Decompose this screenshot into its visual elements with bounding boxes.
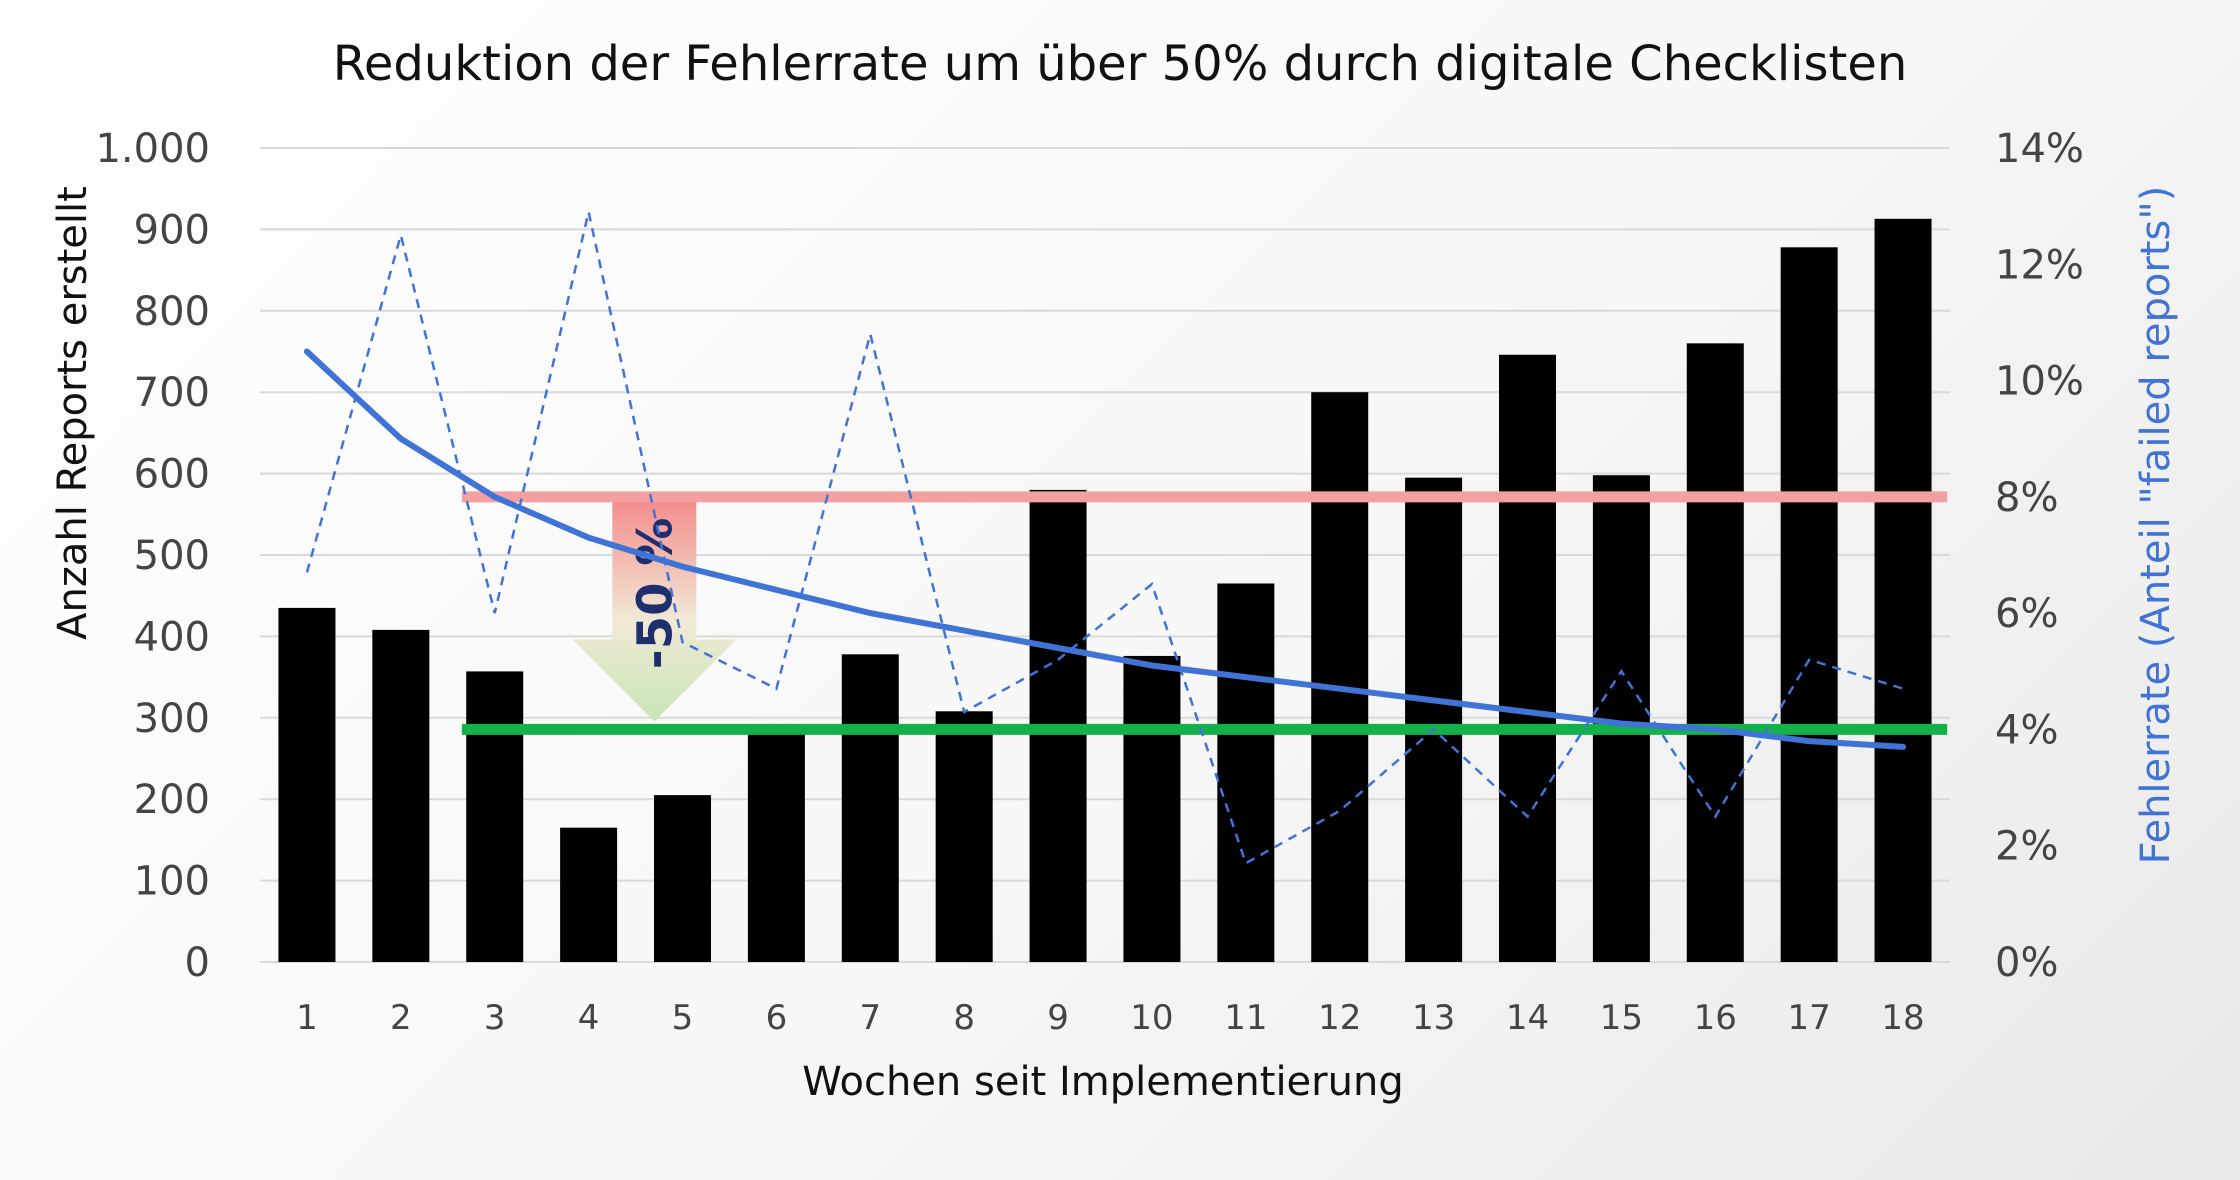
- bar: [935, 711, 993, 962]
- y-tick-label-left: 0: [185, 940, 210, 986]
- x-tick-label: 15: [1600, 998, 1643, 1038]
- x-tick-label: 1: [296, 998, 318, 1038]
- bars: [278, 218, 1932, 963]
- x-tick-label: 13: [1412, 998, 1455, 1038]
- trend-line: [303, 348, 1907, 750]
- gridlines: [260, 147, 1950, 963]
- y-tick-label-left: 900: [134, 207, 210, 253]
- bar: [560, 827, 618, 962]
- y-tick-label-left: 700: [134, 370, 210, 416]
- x-tick-label: 4: [578, 998, 600, 1038]
- x-tick-label: 5: [672, 998, 694, 1038]
- bar: [1780, 247, 1838, 963]
- x-tick-label: 8: [953, 998, 975, 1038]
- y-axis-title-left: Anzahl Reports erstellt: [50, 186, 96, 640]
- bar: [1217, 583, 1275, 962]
- bar: [1405, 477, 1463, 962]
- x-tick-label: 11: [1224, 998, 1267, 1038]
- bar: [466, 671, 524, 962]
- arrow-shape: [572, 496, 737, 722]
- x-tick-label: 18: [1881, 998, 1924, 1038]
- bar: [1311, 392, 1369, 962]
- bar: [654, 795, 711, 962]
- y-tick-label-left: 500: [134, 533, 210, 579]
- y-tick-label-left: 600: [134, 452, 210, 498]
- x-tick-label: 3: [484, 998, 506, 1038]
- chart-title: Reduktion der Fehlerrate um über 50% dur…: [333, 36, 1908, 92]
- bar: [1874, 218, 1932, 962]
- y-tick-label-left: 1.000: [95, 126, 210, 172]
- reduction-arrow: -50 %: [572, 496, 737, 722]
- series-line-dashed: [305, 211, 1904, 866]
- bar: [1499, 354, 1556, 963]
- y-tick-label-left: 400: [134, 614, 210, 660]
- x-tick-label: 10: [1130, 998, 1173, 1038]
- x-axis-title: Wochen seit Implementierung: [802, 1059, 1403, 1105]
- x-tick-label: 12: [1318, 998, 1361, 1038]
- x-tick-label: 6: [766, 998, 788, 1038]
- x-tick-label: 16: [1694, 998, 1737, 1038]
- y-tick-label-right: 14%: [1995, 126, 2084, 172]
- bar: [278, 607, 336, 962]
- x-tick-label: 7: [859, 998, 881, 1038]
- bar: [747, 725, 805, 962]
- bar: [372, 629, 430, 962]
- y-tick-label-right: 8%: [1995, 475, 2058, 521]
- y-axis-title-right: Fehlerrate (Anteil "failed reports"): [2133, 186, 2179, 865]
- y-tick-label-left: 800: [134, 289, 210, 335]
- y-tick-label-left: 100: [134, 859, 210, 905]
- bar: [1123, 655, 1181, 962]
- y-tick-label-left: 300: [134, 696, 210, 742]
- y-tick-label-right: 0%: [1995, 940, 2058, 986]
- bar: [841, 654, 899, 962]
- bar: [1686, 343, 1744, 962]
- y-tick-label-right: 10%: [1995, 359, 2084, 405]
- y-tick-label-right: 6%: [1995, 591, 2058, 637]
- x-tick-label: 9: [1047, 998, 1069, 1038]
- lines: [303, 211, 1907, 866]
- y-tick-label-left: 200: [134, 777, 210, 823]
- y-tick-label-right: 4%: [1995, 707, 2058, 753]
- x-tick-label: 2: [390, 998, 412, 1038]
- y-tick-label-right: 2%: [1995, 824, 2058, 870]
- arrow-label: -50 %: [627, 518, 683, 670]
- y-tick-label-right: 12%: [1995, 242, 2084, 288]
- tick-labels: 0 100 200 300 400 500 600 700 800 900 1.000 0% 2% 4% 6…: [95, 126, 2083, 1038]
- x-tick-label: 14: [1506, 998, 1549, 1038]
- x-tick-label: 17: [1788, 998, 1831, 1038]
